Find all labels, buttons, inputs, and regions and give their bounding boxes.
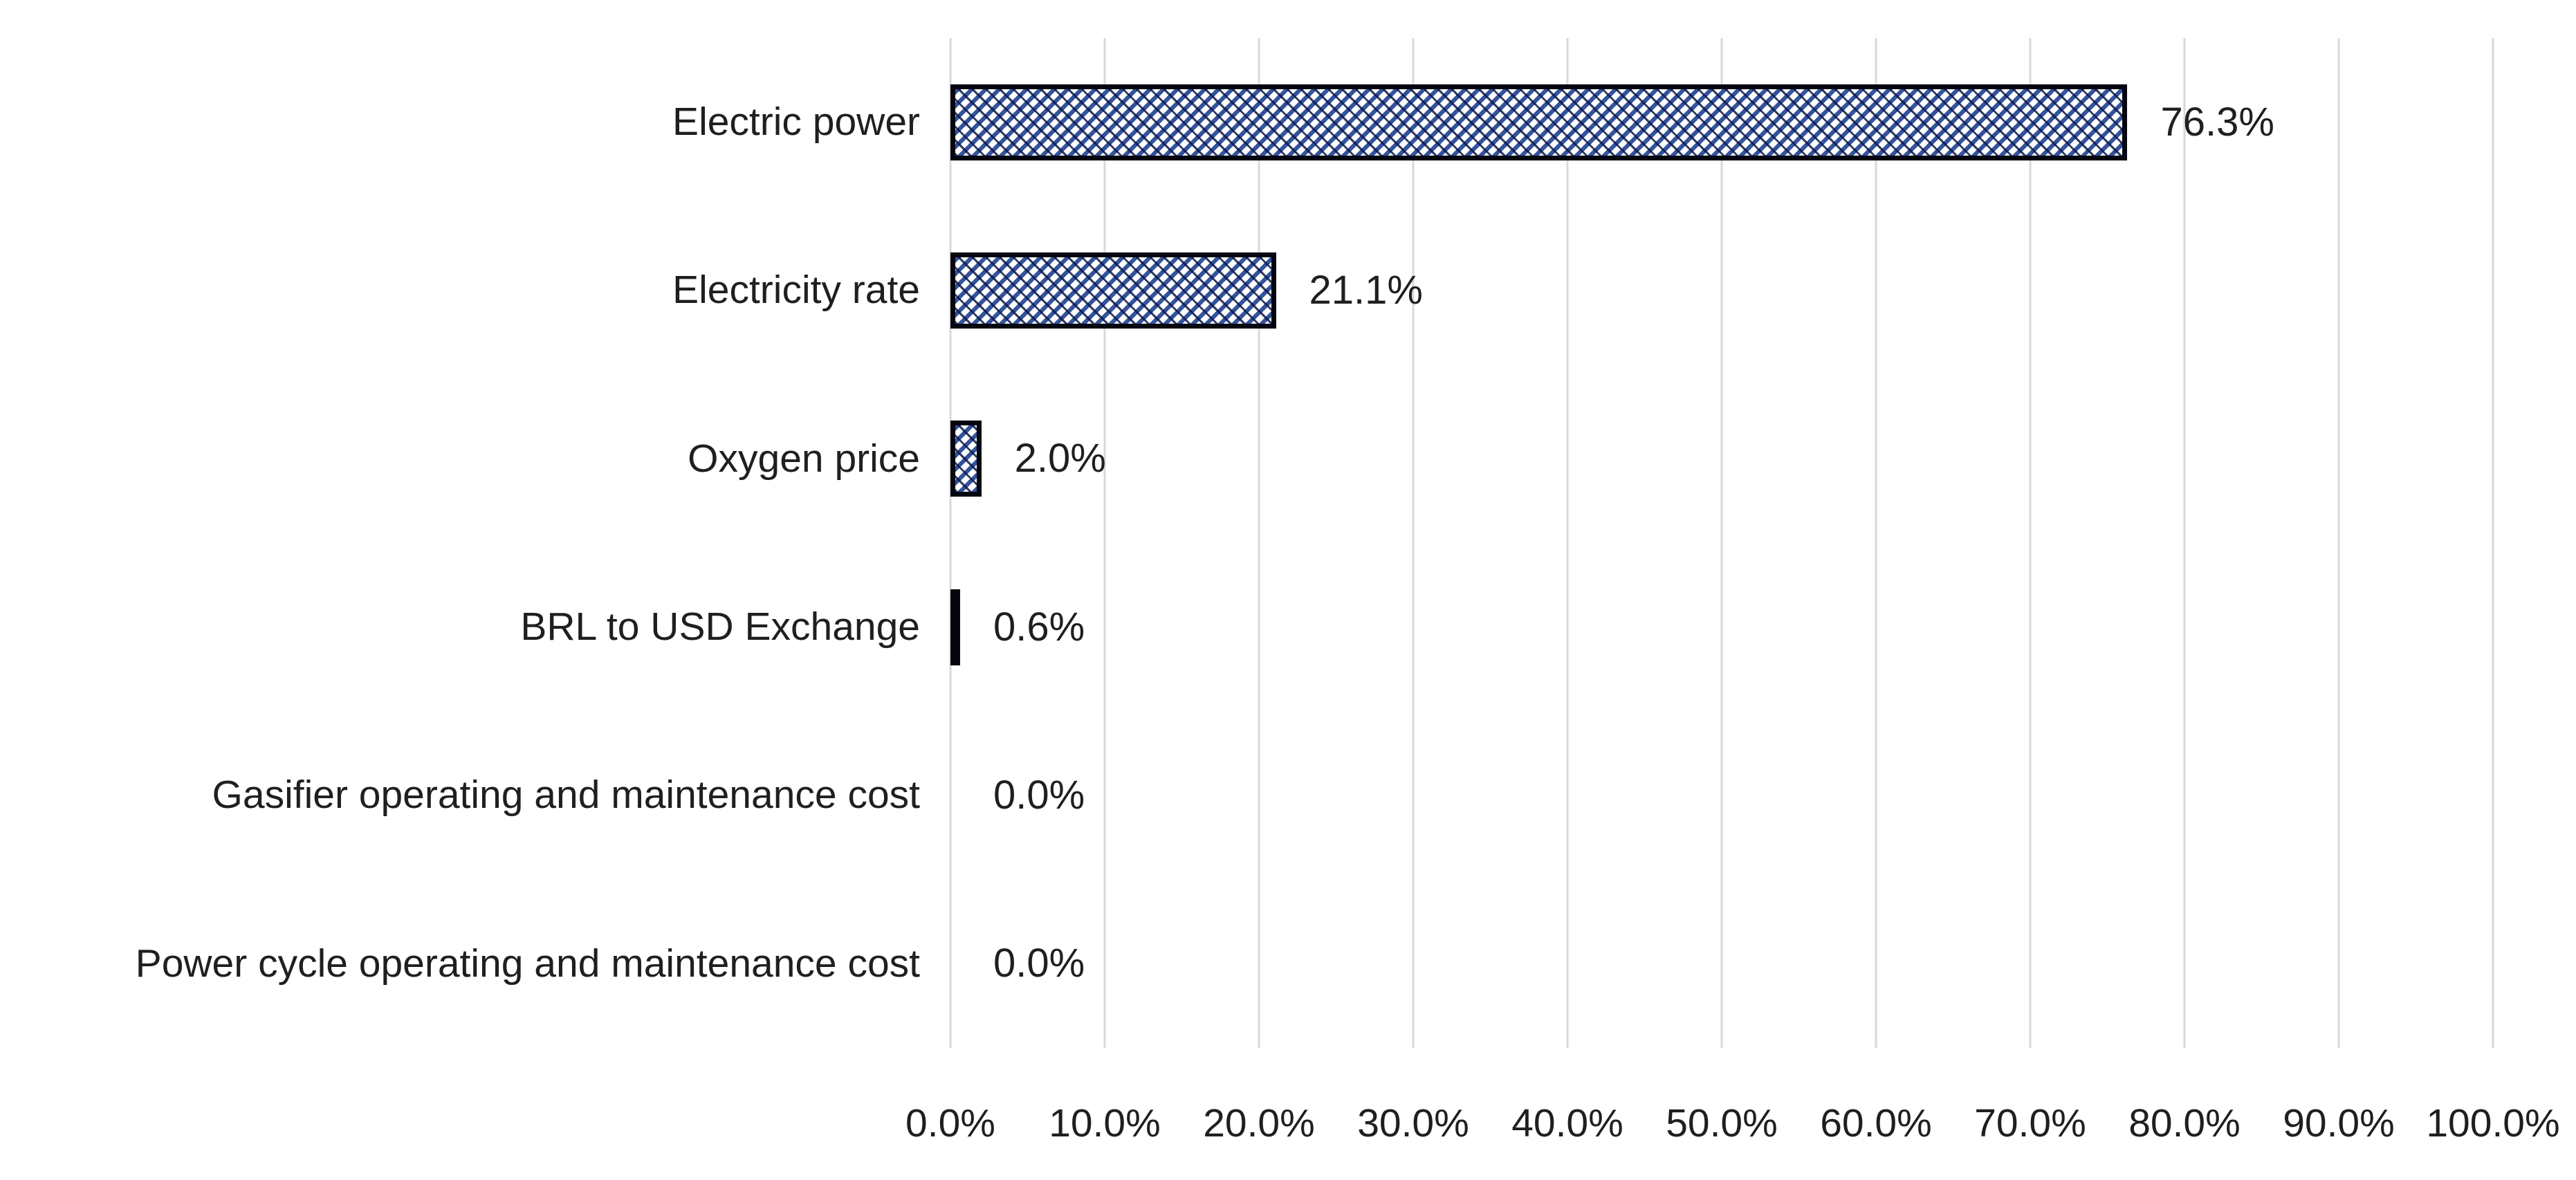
bar-row: 0.0% xyxy=(950,711,2493,879)
category-label: Electric power xyxy=(672,100,920,145)
x-tick-label: 90.0% xyxy=(2283,1101,2395,1145)
bar xyxy=(950,589,960,665)
x-tick-label: 80.0% xyxy=(2128,1101,2241,1145)
bar-row: 0.6% xyxy=(950,543,2493,711)
gridline xyxy=(2337,38,2340,1048)
bar xyxy=(950,84,2128,160)
category-axis: Electric power Electricity rate Oxygen pri… xyxy=(0,38,920,1048)
bar-rows: 76.3% 21.1% 2.0% 0.6% 0.0% 0.0% xyxy=(950,38,2493,1048)
bar-row: 2.0% xyxy=(950,375,2493,543)
gridline xyxy=(949,38,952,1048)
gridline xyxy=(2492,38,2494,1048)
category-label: BRL to USD Exchange xyxy=(520,605,920,649)
bar-row: 0.0% xyxy=(950,880,2493,1048)
x-tick-label: 100.0% xyxy=(2426,1101,2560,1145)
x-axis: 0.0% 10.0% 20.0% 30.0% 40.0% 50.0% 60.0% 70.0% 8… xyxy=(905,1101,2560,1159)
gridline xyxy=(2183,38,2186,1048)
gridline xyxy=(1875,38,1877,1048)
category-label: Power cycle operating and maintenance co… xyxy=(135,941,920,986)
data-label: 0.0% xyxy=(993,772,1085,818)
x-tick-label: 70.0% xyxy=(1974,1101,2086,1145)
gridline xyxy=(1258,38,1260,1048)
x-tick-label: 60.0% xyxy=(1820,1101,1932,1145)
data-label: 2.0% xyxy=(1014,436,1106,481)
x-tick-label: 30.0% xyxy=(1357,1101,1469,1145)
data-label: 0.0% xyxy=(993,941,1085,986)
bar xyxy=(950,421,982,497)
gridline xyxy=(1566,38,1569,1048)
plot-area: 76.3% 21.1% 2.0% 0.6% 0.0% 0.0% xyxy=(949,38,2494,1048)
data-label: 76.3% xyxy=(2160,99,2274,145)
data-label: 21.1% xyxy=(1309,267,1423,313)
gridline xyxy=(1720,38,1723,1048)
gridline xyxy=(2029,38,2032,1048)
x-tick-label: 40.0% xyxy=(1511,1101,1623,1145)
gridline xyxy=(1412,38,1415,1048)
category-label: Gasifier operating and maintenance cost xyxy=(212,773,920,818)
x-tick-label: 10.0% xyxy=(1049,1101,1161,1145)
bar xyxy=(950,252,1276,329)
category-label: Electricity rate xyxy=(672,268,920,313)
bar-row: 76.3% xyxy=(950,38,2493,206)
x-tick-label: 50.0% xyxy=(1666,1101,1778,1145)
data-label: 0.6% xyxy=(993,604,1085,649)
x-tick-label: 0.0% xyxy=(905,1101,995,1145)
x-tick-label: 20.0% xyxy=(1203,1101,1315,1145)
gridline xyxy=(1103,38,1106,1048)
category-label: Oxygen price xyxy=(688,436,920,481)
bar-row: 21.1% xyxy=(950,206,2493,374)
